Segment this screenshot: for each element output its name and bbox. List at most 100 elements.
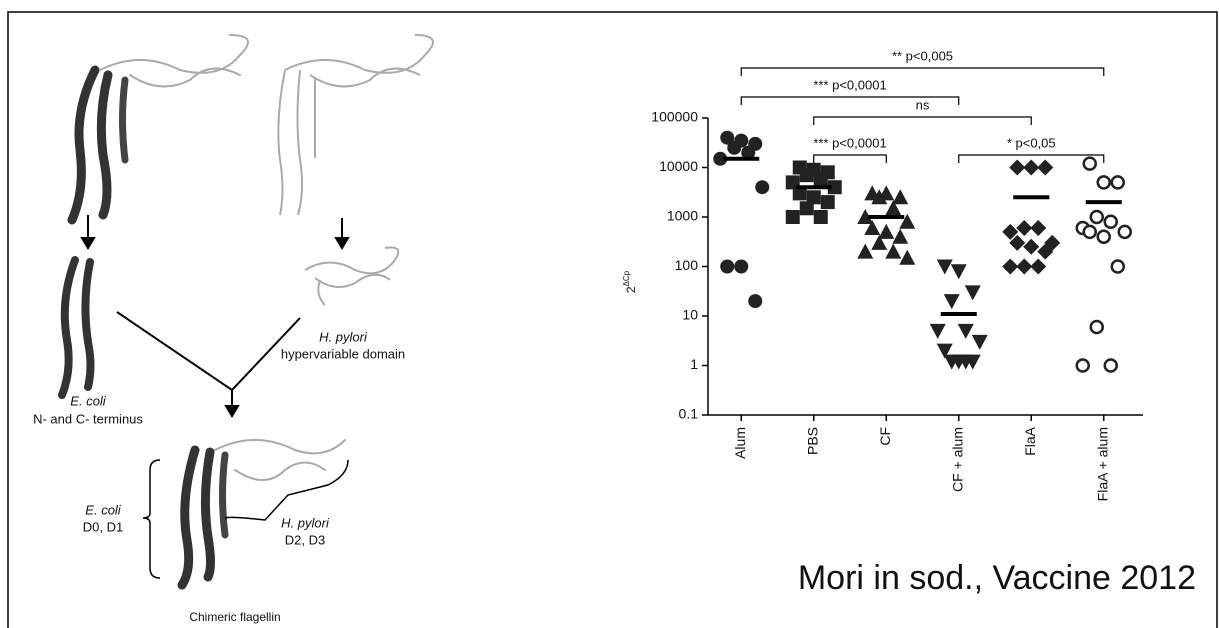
x-tick-label: Alum [732, 427, 748, 459]
point [936, 259, 953, 275]
point [957, 323, 974, 339]
chimera-ecoli-desc: D0, D1 [83, 519, 123, 534]
point [813, 171, 828, 186]
y-axis-label: 2ΔCp [622, 270, 638, 293]
arrows [80, 215, 350, 418]
y-tick-label: 1000 [667, 208, 698, 224]
point [748, 294, 763, 309]
point [950, 264, 967, 280]
point [1117, 224, 1132, 240]
hpylori-structure [277, 34, 434, 216]
point [1110, 175, 1125, 190]
chimera-structure [177, 439, 346, 590]
point [1030, 219, 1047, 236]
y-tick-label: 0.1 [679, 406, 699, 422]
significance-bracket [958, 154, 1105, 163]
significance-label: ns [916, 97, 930, 112]
chimera-hpylori-label: H. pylori [281, 515, 330, 530]
point [1103, 358, 1118, 373]
point [857, 243, 874, 259]
x-tick-label: CF [877, 427, 893, 446]
significance-label: *** p<0,0001 [813, 135, 886, 150]
point [799, 201, 814, 216]
significance-bracket [740, 67, 1105, 76]
point [1110, 259, 1125, 274]
point [943, 354, 960, 370]
point [1030, 258, 1047, 275]
x-tick-label: FlaA [1022, 426, 1038, 455]
frame [7, 11, 1218, 628]
ecoli-fragment [58, 256, 95, 399]
hpylori-label: H. pylori [319, 329, 368, 344]
point [892, 189, 909, 205]
point [1082, 156, 1097, 171]
y-axis-label-base: 2 [624, 286, 638, 293]
point [1016, 258, 1033, 275]
x-tick-label: CF + alum [949, 427, 965, 492]
point [820, 195, 835, 210]
point [971, 334, 988, 350]
braces [142, 459, 349, 579]
significance-label: *** p<0,0001 [813, 77, 886, 92]
ecoli-label: E. coli [70, 393, 107, 408]
point [936, 343, 953, 359]
point [1082, 224, 1097, 240]
point [806, 190, 821, 205]
point [885, 243, 902, 259]
point [1103, 214, 1118, 230]
point [871, 234, 888, 250]
point [813, 210, 828, 224]
ecoli-structure [67, 34, 249, 225]
point [1023, 238, 1040, 255]
point [1023, 159, 1040, 176]
point [827, 180, 842, 195]
point [713, 151, 728, 166]
point [720, 259, 735, 274]
significance-bracket [813, 154, 887, 163]
significance-label: ** p<0,005 [892, 48, 953, 63]
point [1089, 209, 1104, 225]
point [871, 189, 888, 205]
ecoli-desc: N- and C- terminus [33, 411, 143, 426]
point [799, 168, 814, 183]
point [899, 249, 916, 265]
point [727, 140, 742, 155]
x-tick-label: PBS [804, 427, 820, 455]
chimera-ecoli-label: E. coli [85, 502, 122, 517]
point [720, 130, 735, 145]
x-tick-label: FlaA + alum [1094, 427, 1110, 501]
point [734, 259, 749, 274]
point [885, 200, 902, 216]
point [964, 285, 981, 301]
y-tick-label: 100000 [651, 109, 698, 125]
point [1089, 319, 1104, 335]
hpylori-desc: hypervariable domain [281, 346, 405, 361]
significance-bracket [813, 116, 1032, 125]
point [1075, 358, 1090, 373]
point [1002, 223, 1019, 240]
y-tick-label: 1 [690, 356, 698, 372]
point [792, 186, 807, 201]
point [1002, 258, 1019, 275]
point [892, 228, 909, 244]
point [1009, 234, 1026, 251]
point [899, 213, 916, 229]
chimera-hpylori-desc: D2, D3 [285, 532, 325, 547]
significance-label: * p<0,05 [1007, 135, 1056, 150]
citation: Mori in sod., Vaccine 2012 [798, 559, 1196, 597]
point [1096, 175, 1111, 190]
point [857, 209, 874, 224]
hypervariable-fragment [304, 246, 400, 306]
y-tick-label: 10 [682, 307, 698, 323]
point [1096, 229, 1111, 244]
y-axis-label-sup: ΔCp [622, 270, 631, 286]
chimera-caption: Chimeric flagellin [189, 610, 280, 624]
y-tick-label: 10000 [659, 158, 698, 174]
point [943, 294, 960, 310]
point [1037, 243, 1054, 260]
point [741, 145, 756, 160]
point [1016, 219, 1033, 236]
point [957, 354, 974, 370]
point [1009, 159, 1026, 176]
